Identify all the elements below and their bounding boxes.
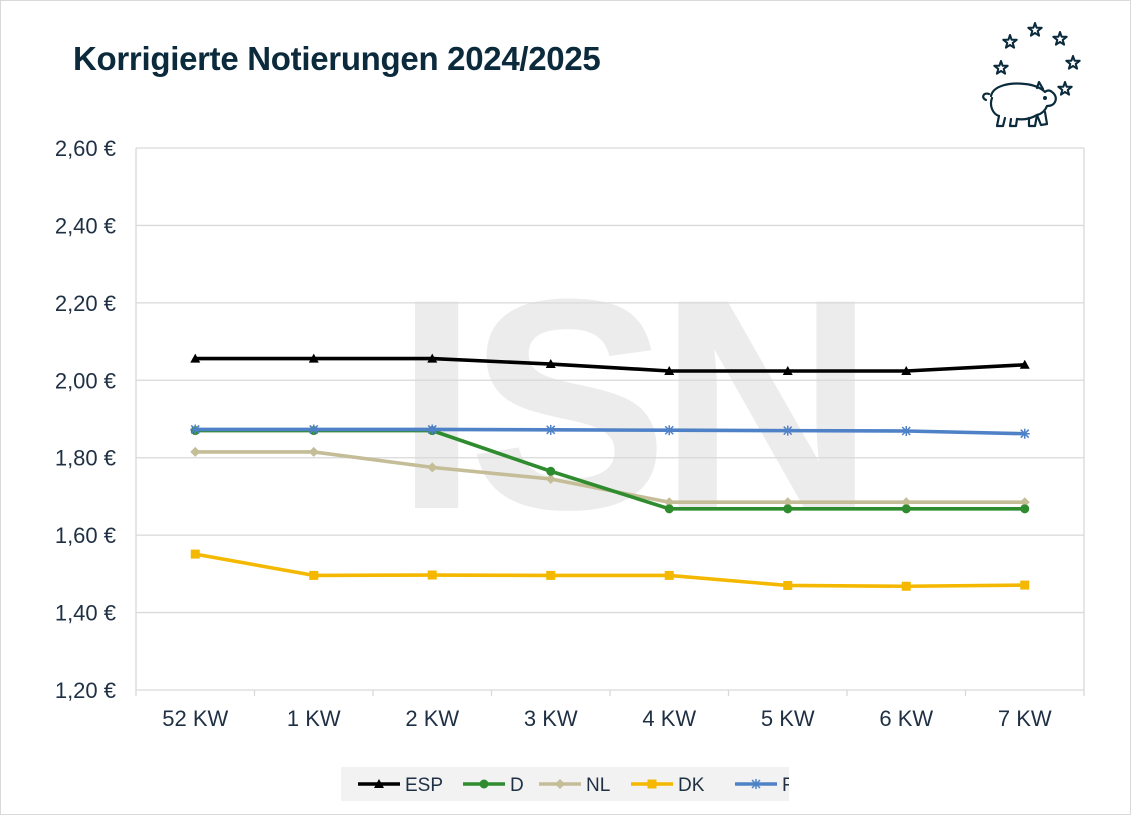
y-tick-label: 1,80 € xyxy=(55,446,116,471)
x-tick-label: 52 KW xyxy=(162,706,228,731)
data-point-esp xyxy=(901,365,912,375)
data-point-dk xyxy=(664,570,674,580)
legend-label-d: D xyxy=(510,775,524,796)
legend-label-f: F xyxy=(782,775,789,796)
y-tick-label: 2,20 € xyxy=(55,291,116,316)
series-line-esp xyxy=(193,356,1027,373)
legend-marker-f xyxy=(751,779,761,789)
series-dk xyxy=(190,549,1030,591)
data-point-d xyxy=(546,466,556,476)
data-point-nl xyxy=(664,497,675,508)
y-tick-label: 1,60 € xyxy=(55,523,116,548)
data-point-nl xyxy=(427,462,438,473)
data-point-dk xyxy=(427,570,437,580)
x-tick-label: 1 KW xyxy=(287,706,341,731)
data-point-esp xyxy=(545,359,556,369)
data-point-esp xyxy=(308,353,319,363)
x-tick-label: 4 KW xyxy=(642,706,696,731)
legend-marker-d xyxy=(479,779,489,789)
legend-label-nl: NL xyxy=(586,775,610,796)
data-point-nl xyxy=(1019,497,1030,508)
legend-marker-dk xyxy=(647,779,657,789)
data-point-nl xyxy=(190,446,201,457)
legend-label-dk: DK xyxy=(678,775,705,796)
series-f xyxy=(190,424,1030,439)
data-point-nl xyxy=(545,474,556,485)
data-point-f xyxy=(782,425,793,436)
data-point-dk xyxy=(190,549,200,559)
legend-item-esp: ESP xyxy=(358,775,443,796)
data-point-esp xyxy=(1019,359,1030,369)
legend-item-nl: NL xyxy=(539,775,610,796)
y-tick-label: 1,40 € xyxy=(55,601,116,626)
data-point-d xyxy=(1020,504,1030,514)
data-point-f xyxy=(427,424,438,435)
chart-title: Korrigierte Notierungen 2024/2025 xyxy=(73,40,601,77)
data-point-f xyxy=(664,425,675,436)
data-point-d xyxy=(664,504,674,514)
data-point-esp xyxy=(427,353,438,363)
data-point-esp xyxy=(782,365,793,375)
y-tick-label: 1,20 € xyxy=(55,678,116,703)
y-tick-label: 2,60 € xyxy=(55,136,116,161)
legend-item-d: D xyxy=(463,775,524,796)
data-point-d xyxy=(901,504,911,514)
series-line-f xyxy=(193,427,1027,436)
legend-item-f: F xyxy=(735,775,794,796)
data-point-d xyxy=(783,504,793,514)
watermark-text: ISN xyxy=(395,236,865,572)
x-tick-label: 7 KW xyxy=(998,706,1052,731)
legend-label-esp: ESP xyxy=(405,775,443,796)
data-point-f xyxy=(1019,428,1030,439)
y-tick-label: 2,00 € xyxy=(55,368,116,393)
legend-marker-nl xyxy=(555,779,565,789)
legend-marker-esp xyxy=(374,779,384,788)
data-point-dk xyxy=(1020,580,1030,590)
data-point-dk xyxy=(783,580,793,590)
data-point-esp xyxy=(664,365,675,375)
data-point-nl xyxy=(308,446,319,457)
series-esp xyxy=(190,353,1030,375)
series-line-dk xyxy=(193,552,1027,589)
legend-item-dk: DK xyxy=(631,775,705,796)
pig-stars-logo-icon xyxy=(982,22,1081,128)
data-point-f xyxy=(190,424,201,435)
data-point-f xyxy=(545,424,556,435)
x-tick-label: 2 KW xyxy=(405,706,459,731)
data-point-dk xyxy=(901,581,911,591)
legend: ESP D NL DK F xyxy=(341,767,794,801)
y-tick-label: 2,40 € xyxy=(55,213,116,238)
data-point-f xyxy=(901,426,912,437)
data-point-esp xyxy=(190,353,201,363)
data-point-dk xyxy=(546,570,556,580)
x-tick-label: 5 KW xyxy=(761,706,815,731)
data-point-nl xyxy=(901,497,912,508)
data-point-dk xyxy=(309,570,319,580)
data-point-f xyxy=(308,424,319,435)
x-tick-label: 6 KW xyxy=(879,706,933,731)
data-point-nl xyxy=(782,497,793,508)
x-tick-label: 3 KW xyxy=(524,706,578,731)
